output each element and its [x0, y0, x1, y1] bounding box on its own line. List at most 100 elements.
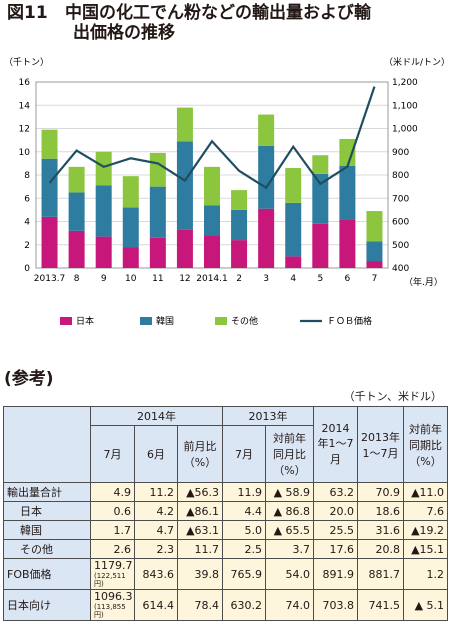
bar-韓国 [285, 202, 302, 257]
row-value: 891.9 [313, 558, 359, 590]
row-value: 741.5 [357, 589, 405, 621]
left-tick-label: 14 [19, 101, 31, 111]
bar-韓国 [339, 165, 356, 220]
row-value: ▲ 65.5 [265, 520, 315, 540]
bar-その他 [149, 152, 166, 187]
reference-body: 輸出量合計 4.9 11.2 ▲56.3 11.9 ▲ 58.9 63.2 70.9 ▲11.0… [3, 482, 449, 621]
row-value: ▲86.1 [176, 501, 224, 521]
bar-日本 [258, 208, 275, 268]
cell-text: 4.9 [113, 485, 132, 499]
row-value: 0.6 [90, 501, 135, 521]
cell-text: 54.0 [285, 567, 311, 581]
cell-text: 843.6 [142, 567, 175, 581]
bar-日本 [122, 247, 139, 268]
row-value: 63.2 [313, 482, 359, 502]
bar-韓国 [204, 205, 220, 236]
cell-text: 39.8 [194, 567, 220, 581]
left-tick-label: 0 [24, 264, 30, 274]
cell-text: ▲19.2 [411, 523, 445, 537]
left-tick-label: 4 [24, 218, 30, 228]
figure-title: 図11 中国の化工でん粉などの輸出量および輸 出価格の推移 [7, 3, 447, 43]
cell-text: 1179.7 [94, 559, 133, 572]
row-value: 3.7 [265, 539, 315, 559]
row-value: 614.4 [134, 589, 178, 621]
cell-text: 630.2 [230, 598, 263, 612]
cell-text: 2.3 [156, 542, 175, 556]
bar-日本 [231, 240, 248, 268]
row-value: 1.7 [90, 520, 135, 540]
row-value: ▲ 86.8 [265, 501, 315, 521]
x-tick-label: 11 [152, 274, 163, 284]
bar-その他 [176, 107, 193, 142]
left-tick-label: 8 [24, 171, 30, 181]
bar-その他 [285, 168, 302, 203]
bar-韓国 [176, 141, 193, 230]
header-14ytd: 2014年1〜7月 [313, 406, 359, 483]
cell-text: 25.5 [329, 523, 355, 537]
cell-text: 31.6 [375, 523, 401, 537]
row-value: 20.8 [357, 539, 405, 559]
cell-text: 70.9 [375, 485, 401, 499]
table-row: FOB価格 1179.7 (122,511円) 843.6 39.8 765.9 54.0 8… [3, 558, 449, 590]
header-13ytd: 2013年1〜7月 [357, 406, 405, 483]
x-tick-label: 12 [179, 274, 190, 284]
cell-text: 1.2 [426, 567, 445, 581]
row-value: 17.6 [313, 539, 359, 559]
row-value: ▲63.1 [176, 520, 224, 540]
cell-text: 63.2 [329, 485, 355, 499]
row-value: 7.6 [403, 501, 449, 521]
x-tick-label: 5 [317, 274, 323, 284]
left-tick-label: 2 [24, 241, 30, 251]
cell-text: 2.6 [113, 542, 132, 556]
right-tick-label: 700 [392, 194, 409, 204]
cell-text: 5.0 [244, 523, 263, 537]
row-value: 2.3 [134, 539, 178, 559]
row-label: FOB価格 [3, 558, 91, 590]
row-value: 630.2 [222, 589, 267, 621]
bar-韓国 [41, 158, 58, 217]
x-tick-label: 2014.1 [196, 274, 228, 284]
row-value: 843.6 [134, 558, 178, 590]
header-2013: 2013年 [222, 406, 315, 426]
bar-日本 [95, 236, 112, 268]
cell-text: 74.0 [285, 598, 311, 612]
cell-text: 11.2 [149, 485, 175, 499]
right-tick-label: 1,100 [392, 101, 418, 111]
cell-text: ▲56.3 [186, 485, 220, 499]
right-tick-label: 500 [392, 241, 409, 251]
cell-text: 4.2 [156, 504, 175, 518]
row-label: その他 [3, 539, 91, 559]
bar-韓国 [95, 185, 112, 237]
reference-title: (参考) [4, 369, 54, 389]
bar-日本 [285, 256, 302, 268]
table-row: 輸出量合計 4.9 11.2 ▲56.3 11.9 ▲ 58.9 63.2 70.9 ▲11.0 [3, 482, 449, 502]
row-value: 1096.3 (113,855円) [90, 589, 135, 621]
header-jun: 6月 [134, 425, 178, 483]
right-tick-label: 800 [392, 171, 409, 181]
x-tick-label: 9 [101, 274, 107, 284]
bar-日本 [366, 261, 383, 268]
row-value: 765.9 [222, 558, 267, 590]
bar-日本 [149, 237, 166, 268]
bar-その他 [312, 155, 329, 174]
row-value: 70.9 [357, 482, 405, 502]
row-value: 31.6 [357, 520, 405, 540]
bar-韓国 [312, 173, 329, 224]
bar-その他 [339, 138, 356, 166]
legend-label: 韓国 [156, 316, 174, 327]
row-value: 11.2 [134, 482, 178, 502]
row-value: 54.0 [265, 558, 315, 590]
row-value: ▲56.3 [176, 482, 224, 502]
corner-cell [3, 406, 91, 483]
cell-text: 7.6 [426, 504, 445, 518]
x-tick-label: 2 [236, 274, 242, 284]
row-value: ▲11.0 [403, 482, 449, 502]
fob-line [48, 86, 376, 190]
cell-text: 17.6 [329, 542, 355, 556]
title-line1: 中国の化工でん粉などの輸出量および輸 [65, 3, 371, 23]
x-tick-label: 10 [125, 274, 137, 284]
left-tick-label: 6 [24, 194, 30, 204]
bar-その他 [95, 151, 112, 186]
title-line2: 出価格の推移 [73, 23, 175, 43]
cell-text: 4.7 [156, 523, 175, 537]
